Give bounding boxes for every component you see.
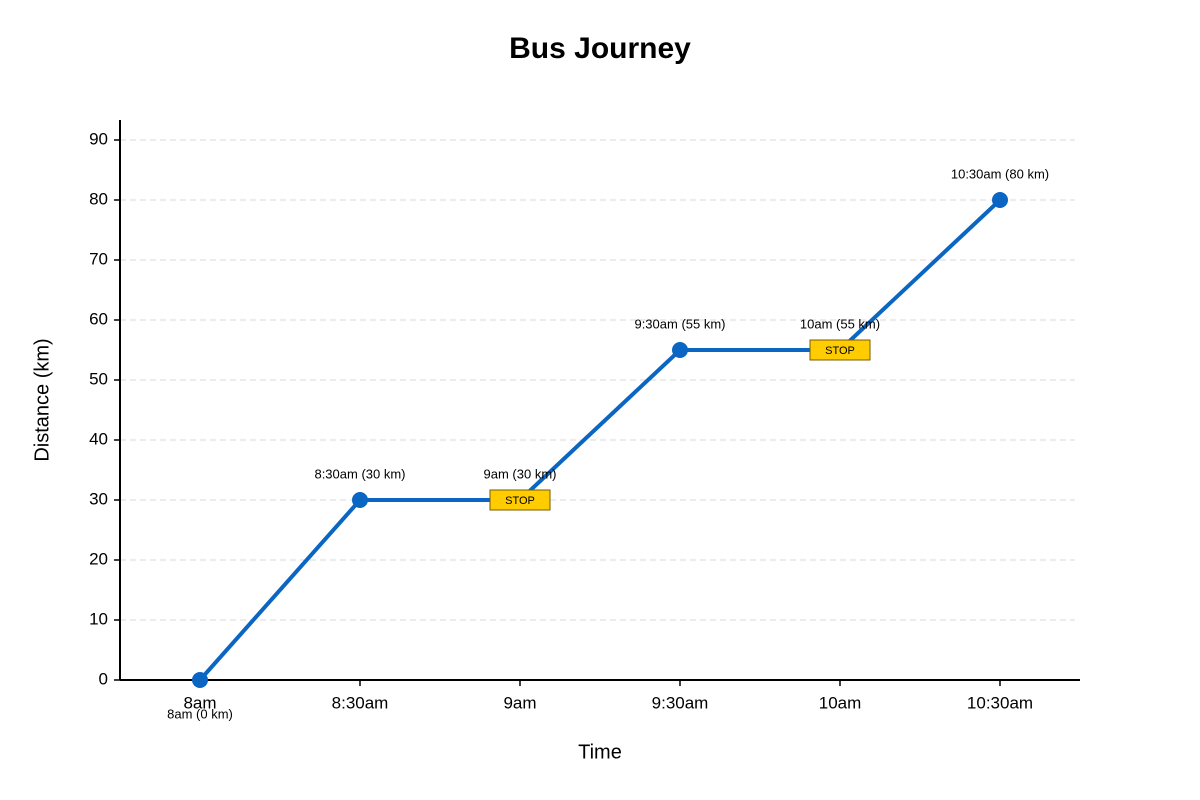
y-tick-label: 50 (89, 369, 108, 388)
y-tick-label: 70 (89, 249, 108, 268)
y-tick-label: 80 (89, 189, 108, 208)
point (672, 342, 688, 358)
x-tick-label: 10am (819, 693, 862, 712)
y-tick-label: 10 (89, 609, 108, 628)
x-tick-label: 9:30am (652, 693, 709, 712)
value-label: 8:30am (30 km) (314, 466, 405, 481)
value-label: 10am (55 km) (800, 316, 880, 331)
y-tick-label: 60 (89, 309, 108, 328)
point (192, 672, 208, 688)
x-tick-label: 9am (503, 693, 536, 712)
stop-marker (809, 339, 871, 361)
value-label: 9am (30 km) (484, 466, 557, 481)
chart-title: Bus Journey (509, 32, 691, 65)
y-tick-label: 90 (89, 129, 108, 148)
y-tick-label: 30 (89, 489, 108, 508)
value-label: 8am (0 km) (167, 706, 233, 721)
x-tick-label: 10:30am (967, 693, 1033, 712)
stop-marker (489, 489, 551, 511)
stop-label: STOP (825, 345, 855, 357)
point (352, 492, 368, 508)
x-axis-label: Time (578, 741, 622, 763)
value-label: 10:30am (80 km) (951, 166, 1049, 181)
x-tick-label: 8am (183, 693, 216, 712)
value-label: 9:30am (55 km) (634, 316, 725, 331)
y-tick-label: 0 (99, 669, 108, 688)
y-tick-label: 20 (89, 549, 108, 568)
point (992, 192, 1008, 208)
x-tick-label: 8:30am (332, 693, 389, 712)
y-axis-label: Distance (km) (31, 338, 53, 461)
line (198, 198, 1002, 682)
stop-label: STOP (505, 495, 535, 507)
y-tick-label: 40 (89, 429, 108, 448)
